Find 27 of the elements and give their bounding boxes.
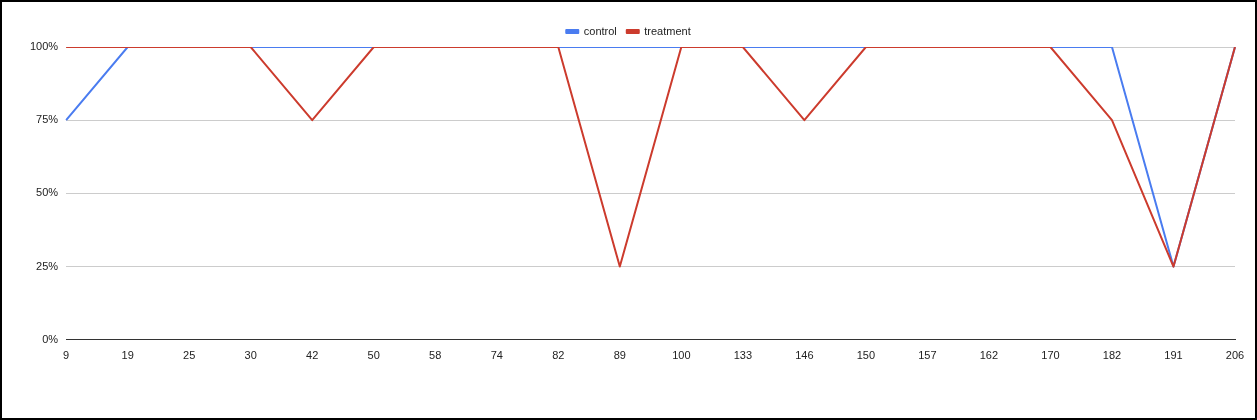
x-tick-label: 30 (244, 349, 257, 362)
x-tick-label: 157 (918, 349, 937, 362)
x-tick-label: 74 (490, 349, 503, 362)
x-tick-label: 150 (856, 349, 876, 362)
x-tick-label: 146 (795, 349, 814, 362)
x-tick-label: 19 (121, 349, 134, 362)
x-tick-label: 9 (63, 349, 70, 362)
y-tick-label: 100% (29, 40, 59, 53)
x-tick-label: 191 (1164, 349, 1183, 362)
y-tick-label: 75% (36, 113, 59, 126)
x-tick-label: 50 (367, 349, 380, 362)
y-tick-label: 50% (36, 186, 59, 199)
y-tick-label: 25% (36, 259, 59, 272)
x-tick-label: 82 (552, 349, 565, 362)
x-tick-label: 42 (306, 349, 319, 362)
x-tick-label: 170 (1041, 349, 1060, 362)
x-tick-label: 133 (733, 349, 753, 362)
x-tick-label: 100 (672, 349, 691, 362)
y-tick-label: 0% (42, 332, 59, 345)
x-tick-label: 89 (613, 349, 626, 362)
x-tick-label: 206 (1225, 349, 1245, 362)
x-tick-label: 182 (1102, 349, 1122, 362)
legend-label: control (583, 24, 617, 37)
legend-label: treatment (644, 24, 691, 37)
x-tick-label: 25 (183, 349, 196, 362)
x-tick-label: 58 (429, 349, 442, 362)
x-tick-label: 162 (979, 349, 999, 362)
